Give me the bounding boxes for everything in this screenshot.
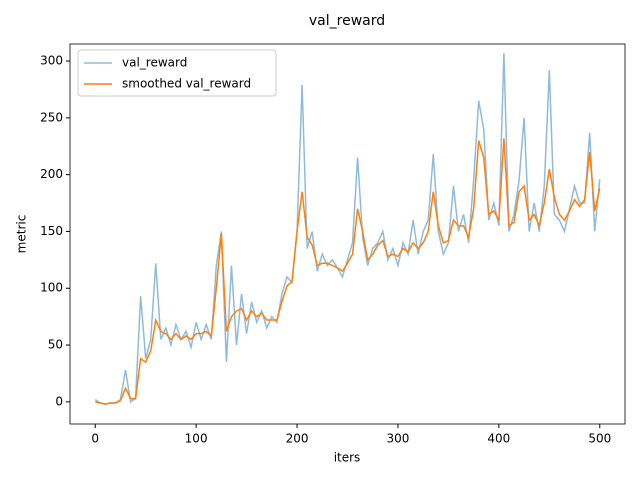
legend-label: val_reward — [122, 56, 187, 70]
series-line — [95, 138, 601, 405]
y-tick-label: 100 — [40, 281, 63, 295]
x-axis-label: iters — [334, 451, 361, 465]
y-tick-label: 0 — [55, 394, 63, 408]
y-tick-label: 50 — [48, 338, 63, 352]
y-tick-label: 250 — [40, 110, 63, 124]
y-axis-label: metric — [15, 215, 29, 254]
x-tick-label: 0 — [91, 432, 99, 446]
plot-frame — [69, 43, 626, 425]
x-tick-label: 500 — [588, 432, 611, 446]
legend-box — [77, 49, 277, 97]
chart-title: val_reward — [309, 13, 385, 29]
y-tick-label: 300 — [40, 54, 63, 68]
x-tick-label: 200 — [286, 432, 309, 446]
y-tick-label: 150 — [40, 224, 63, 238]
x-tick-label: 100 — [185, 432, 208, 446]
series-line — [94, 53, 601, 405]
x-tick-label: 300 — [387, 432, 410, 446]
x-tick-label: 400 — [487, 432, 510, 446]
y-tick-label: 200 — [40, 167, 63, 181]
legend-label: smoothed val_reward — [122, 77, 251, 91]
